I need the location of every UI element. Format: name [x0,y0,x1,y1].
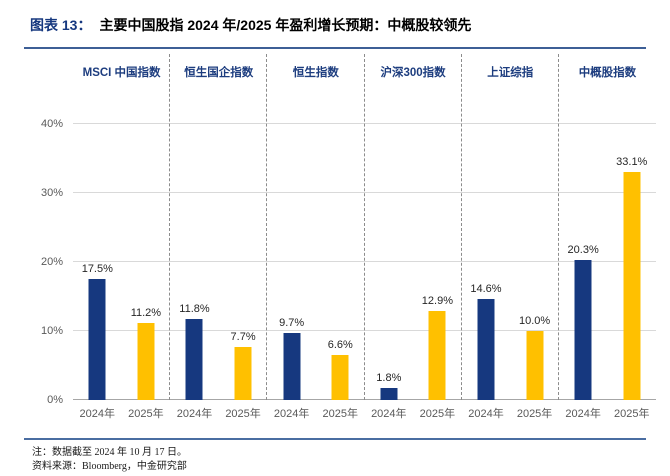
x-tick-label: 2024年 [468,408,504,420]
bar-chart: 0% 10% 20% 30% 40% MSCI 中国指数 17.5% 11.2% 2024年 2… [25,54,656,424]
bar-2025年 [137,322,155,400]
chart-bottom-divider-line [24,438,646,440]
bar-2024年 [283,333,301,400]
bar-slot: 6.6% [316,90,365,400]
bar-value-label: 11.2% [130,306,162,319]
chart-groups-row: MSCI 中国指数 17.5% 11.2% 2024年 2025年 恒生国企指数 11.8%… [73,54,656,424]
x-tick-label: 2025年 [128,408,164,420]
x-tick-label: 2024年 [273,408,310,420]
bar-2025年 [331,354,349,400]
bar-2025年 [428,311,446,400]
footnotes: 注：数据截至 2024 年 10 月 17 日。 资料来源：Bloomberg，… [32,446,670,474]
chart-group: 恒生国企指数 11.8% 7.7% 2024年 2025年 [170,54,268,424]
x-tick-label: 2024年 [176,408,213,420]
x-tick-label: 2025年 [419,408,456,420]
x-tick-label: 2024年 [565,408,601,420]
source-note: 资料来源：Bloomberg，中金研究部 [32,461,187,472]
bar-value-label: 6.6% [327,338,353,351]
bar-value-label: 33.1% [616,155,648,168]
bar-slot: 9.7% [267,90,316,400]
bar-2024年 [88,279,106,400]
bar-slot: 14.6% [462,90,511,400]
bar-2025年 [623,171,641,400]
data-cutoff-note: 注：数据截至 2024 年 10 月 17 日。 [32,447,187,458]
bar-2024年 [477,299,495,400]
title-divider-line [24,47,646,49]
y-tick-label: 0% [47,394,63,406]
x-tick-label: 2025年 [516,408,553,420]
group-header-label: 恒生指数 [292,67,339,79]
y-axis: 0% 10% 20% 30% 40% [25,90,73,406]
bar-slot: 1.8% [365,90,414,400]
x-tick-label: 2024年 [79,408,116,420]
bar-2025年 [234,346,252,400]
x-tick-label: 2025年 [322,408,358,420]
bar-value-label: 14.6% [470,283,502,296]
bar-value-label: 1.8% [376,371,402,384]
group-header-label: 恒生国企指数 [184,67,254,79]
group-header-label: 上证综指 [487,67,534,79]
bar-2024年 [185,318,203,400]
x-tick-label: 2025年 [614,408,650,420]
y-tick-label: 10% [40,325,63,338]
figure-title: 图表 13： 主要中国股指 2024 年/2025 年盈利增长预期：中概股较领先 [0,0,670,35]
chart-group: 上证综指 14.6% 10.0% 2024年 2025年 [462,54,560,424]
bar-value-label: 20.3% [567,244,599,257]
figure-number-label: 图表 13： [30,17,92,33]
figure-title-text: 主要中国股指 2024 年/2025 年盈利增长预期：中概股较领先 [99,17,472,33]
bar-value-label: 11.8% [179,302,210,315]
plot-area: MSCI 中国指数 17.5% 11.2% 2024年 2025年 恒生国企指数 11.8%… [73,54,656,424]
chart-group: 恒生指数 9.7% 6.6% 2024年 2025年 [267,54,365,424]
bar-slot: 33.1% [607,90,656,400]
bar-slot: 7.7% [219,90,268,400]
bar-slot: 11.8% [170,90,219,400]
bar-slot: 20.3% [559,90,608,400]
bar-value-label: 17.5% [81,263,113,276]
x-tick-label: 2024年 [371,408,407,420]
bar-2025年 [526,331,544,400]
bar-slot: 11.2% [122,90,171,400]
group-header-label: MSCI 中国指数 [82,67,161,79]
bar-slot: 12.9% [413,90,462,400]
bar-value-label: 12.9% [421,295,454,308]
bar-2024年 [380,387,398,400]
bar-2024年 [574,260,592,400]
y-tick-label: 20% [40,256,63,269]
x-tick-label: 2025年 [225,408,261,420]
bar-slot: 10.0% [510,90,559,400]
bar-value-label: 10.0% [518,315,551,328]
chart-group: 沪深300指数 1.8% 12.9% 2024年 2025年 [365,54,462,424]
y-tick-label: 30% [40,187,63,200]
y-tick-label: 40% [40,118,63,131]
group-header-label: 中概股指数 [578,67,637,79]
bar-value-label: 9.7% [279,317,305,330]
chart-group: 中概股指数 20.3% 33.1% 2024年 2025年 [559,54,656,424]
bar-slot: 17.5% [73,90,122,400]
chart-group: MSCI 中国指数 17.5% 11.2% 2024年 2025年 [73,54,171,424]
bar-value-label: 7.7% [230,330,256,343]
group-header-label: 沪深300指数 [380,67,446,79]
